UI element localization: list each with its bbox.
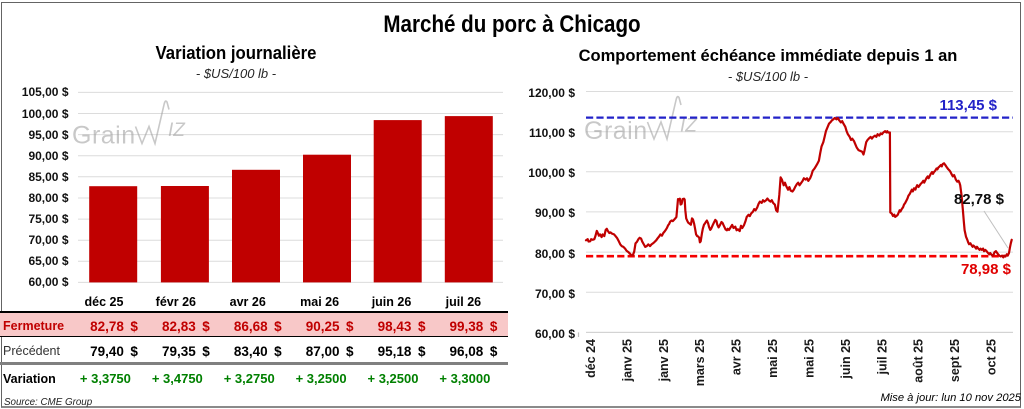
svg-text:juil 25: juil 25 [875, 339, 889, 375]
svg-text:IZ: IZ [680, 116, 698, 137]
svg-text:janv 25: janv 25 [657, 339, 671, 382]
svg-text:juin 25: juin 25 [839, 339, 853, 380]
svg-text:janv 25: janv 25 [620, 339, 634, 382]
svg-text:IZ: IZ [168, 120, 186, 141]
svg-text:avr 25: avr 25 [730, 339, 744, 375]
svg-text:août 25: août 25 [912, 339, 926, 383]
svg-text:mai 25: mai 25 [766, 339, 780, 378]
svg-text:déc 24: déc 24 [584, 339, 598, 378]
svg-text:oct 25: oct 25 [985, 339, 999, 375]
svg-text:mai 25: mai 25 [803, 339, 817, 378]
svg-text:Grain: Grain [584, 117, 648, 145]
svg-text:mars 25: mars 25 [693, 339, 707, 386]
svg-text:Grain: Grain [72, 122, 136, 150]
svg-text:sept 25: sept 25 [948, 339, 962, 382]
